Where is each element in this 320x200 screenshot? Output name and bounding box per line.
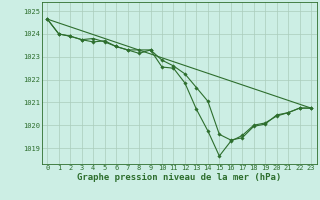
X-axis label: Graphe pression niveau de la mer (hPa): Graphe pression niveau de la mer (hPa) bbox=[77, 173, 281, 182]
